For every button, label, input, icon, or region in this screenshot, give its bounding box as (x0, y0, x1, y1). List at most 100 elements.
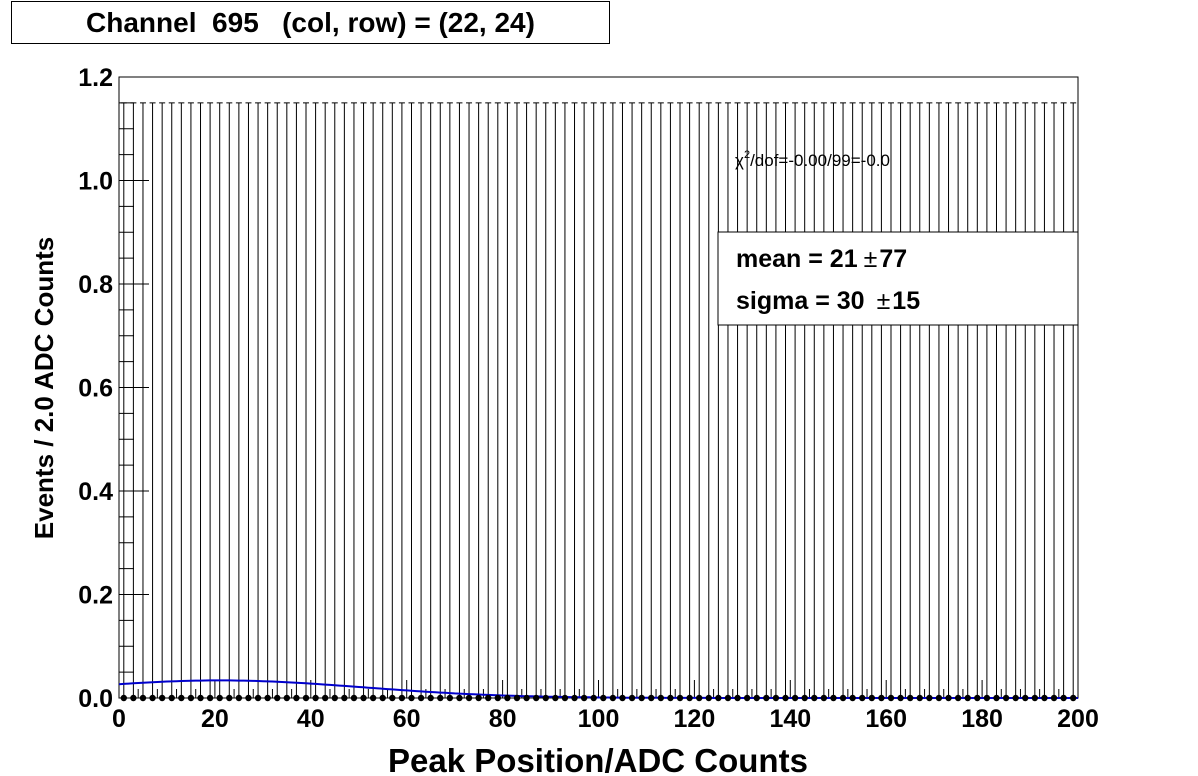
stats-box (717, 231, 1079, 326)
y-tick-label: 1.0 (78, 168, 113, 196)
data-point (120, 694, 127, 702)
data-point (609, 694, 617, 702)
x-tick-label: 80 (489, 705, 517, 733)
data-point (945, 694, 952, 702)
y-tick-label: 1.2 (78, 64, 113, 92)
data-point (1070, 694, 1077, 702)
data-markers (120, 694, 1077, 702)
data-point (437, 694, 444, 702)
data-point (571, 694, 578, 702)
x-axis-ticks: 0 20 40 60 80 100 120 140 160 180 200 (112, 680, 1099, 733)
data-point (657, 694, 665, 702)
data-point (158, 694, 166, 702)
data-point (408, 694, 415, 702)
data-point (197, 694, 204, 702)
x-tick-label: 60 (393, 705, 421, 733)
data-point (446, 694, 454, 702)
data-point (321, 694, 329, 702)
data-point (811, 694, 818, 702)
y-axis-ticks: 0.0 0.2 0.4 0.6 0.8 1.0 1.2 (78, 64, 149, 713)
data-point (667, 694, 674, 702)
data-point (504, 694, 511, 702)
data-point (859, 694, 866, 702)
data-point (734, 694, 741, 702)
data-point (427, 694, 434, 702)
data-point (743, 694, 751, 702)
data-point (916, 694, 923, 702)
data-point (226, 694, 233, 702)
data-point (935, 694, 943, 702)
data-point (1002, 694, 1010, 702)
data-point (791, 694, 799, 702)
chi2-label: χ2/dof=-0.00/99=-0.0 (735, 149, 890, 170)
data-point (1041, 694, 1048, 702)
data-point (302, 694, 310, 702)
data-point (398, 694, 406, 702)
y-tick-label: 0.4 (78, 478, 113, 506)
data-point (389, 694, 396, 702)
data-point (1012, 694, 1019, 702)
data-point (475, 694, 482, 702)
data-point (350, 694, 358, 702)
data-point (878, 694, 885, 702)
data-point (686, 694, 693, 702)
data-point (638, 694, 645, 702)
data-point (849, 694, 856, 702)
x-tick-label: 40 (297, 705, 325, 733)
data-point (379, 694, 386, 702)
data-point (245, 694, 252, 702)
data-point (130, 694, 137, 702)
data-point (293, 694, 300, 702)
x-tick-label: 100 (578, 705, 620, 733)
data-point (580, 694, 588, 702)
data-point (839, 694, 847, 702)
data-point (676, 694, 684, 702)
data-point (139, 694, 147, 702)
data-point (801, 694, 808, 702)
data-point (465, 694, 473, 702)
data-point (1050, 694, 1058, 702)
data-point (964, 694, 971, 702)
data-point (417, 694, 425, 702)
x-tick-label: 140 (769, 705, 811, 733)
data-point (178, 694, 185, 702)
data-point (494, 694, 502, 702)
data-point (619, 694, 626, 702)
data-point (542, 694, 549, 702)
data-point (485, 694, 492, 702)
x-tick-label: 200 (1057, 705, 1099, 733)
data-point (312, 694, 319, 702)
data-point (216, 694, 223, 702)
data-point (532, 694, 540, 702)
data-point (1060, 694, 1067, 702)
stat-sigma: sigma = 30 ±15 (736, 287, 920, 315)
data-point (830, 694, 837, 702)
data-point (782, 694, 789, 702)
x-axis-title: Peak Position/ADC Counts (388, 742, 808, 776)
data-point (561, 694, 569, 702)
data-point (897, 694, 904, 702)
data-point (715, 694, 722, 702)
data-point (254, 694, 262, 702)
x-tick-label: 0 (112, 705, 126, 733)
data-point (772, 694, 780, 702)
data-point (264, 694, 271, 702)
chart-title: Channel 695 (col, row) = (22, 24) (11, 1, 610, 44)
data-point (341, 694, 348, 702)
plot-frame (118, 76, 1079, 699)
data-point (724, 694, 732, 702)
data-point (206, 694, 214, 702)
data-point (168, 694, 175, 702)
data-point (513, 694, 521, 702)
data-point (552, 694, 559, 702)
data-point (763, 694, 770, 702)
y-axis-title: Events / 2.0 ADC Counts (29, 237, 59, 539)
data-point (149, 694, 156, 702)
data-point (187, 694, 195, 702)
data-point (974, 694, 981, 702)
x-tick-label: 160 (865, 705, 907, 733)
data-point (628, 694, 636, 702)
x-tick-label: 120 (674, 705, 716, 733)
data-point (523, 694, 530, 702)
